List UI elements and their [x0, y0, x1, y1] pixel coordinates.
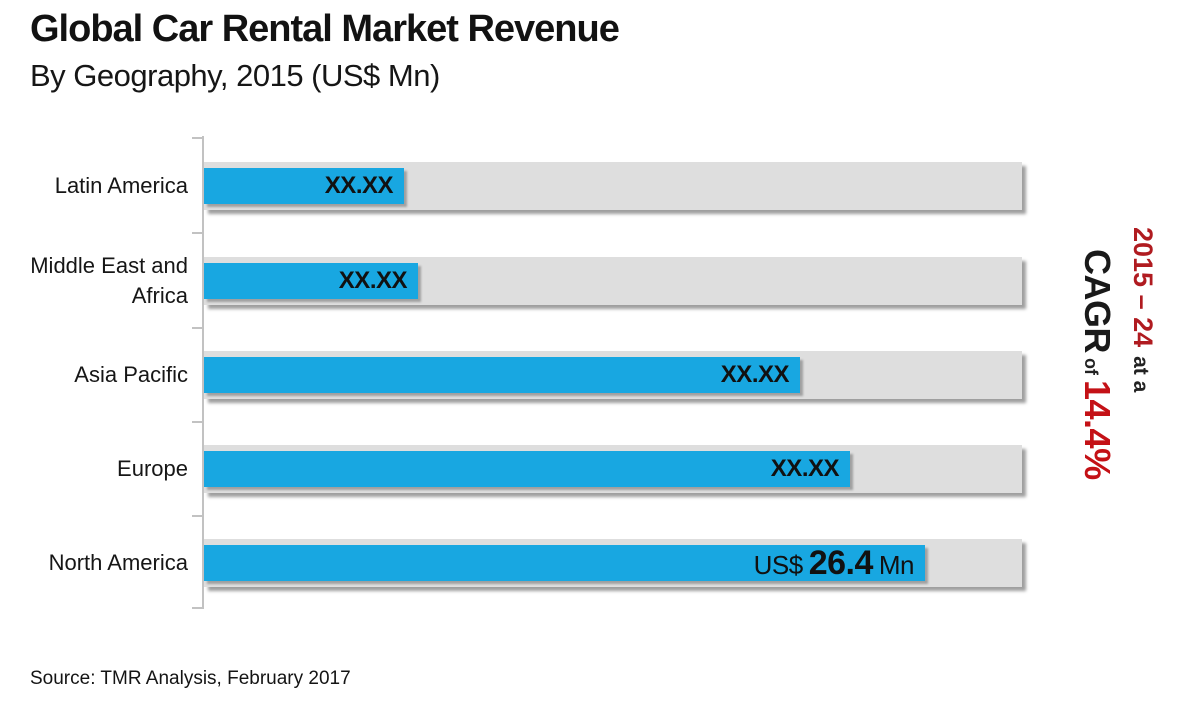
bar-value-label: XX.XX	[720, 361, 790, 388]
category-label: Asia Pacific	[74, 362, 188, 387]
chart-title: Global Car Rental Market Revenue	[30, 8, 620, 50]
cagr-metric: CAGR	[1077, 249, 1118, 353]
bar: XX.XX	[204, 357, 800, 393]
chart-subtitle: By Geography, 2015 (US$ Mn)	[30, 58, 440, 93]
bar-value-label: XX.XX	[324, 172, 394, 199]
cagr-rate-line: CAGR of 14.4%	[1068, 227, 1120, 537]
axis-tick	[192, 232, 202, 234]
axis-tick	[192, 515, 202, 517]
bar: XX.XX	[204, 263, 418, 299]
value-currency-prefix: US$	[753, 549, 804, 580]
bar-value-label: XX.XX	[338, 267, 408, 294]
category-label: North America	[48, 550, 188, 575]
bar: XX.XX	[204, 168, 404, 204]
category-label: Latin America	[54, 173, 188, 198]
category-label: Europe	[117, 456, 188, 481]
cagr-annotation: 2015 – 24 at a CAGR of 14.4%	[1073, 227, 1161, 537]
value-number: 26.4	[808, 543, 874, 582]
axis-tick	[192, 137, 202, 139]
cagr-period: 2015 – 24	[1128, 227, 1158, 348]
axis-tick	[192, 607, 202, 609]
cagr-rate: 14.4%	[1077, 380, 1118, 480]
y-axis-line	[202, 136, 204, 609]
cagr-period-line: 2015 – 24 at a	[1122, 227, 1161, 537]
cagr-connector-of: of	[1081, 358, 1101, 375]
source-note: Source: TMR Analysis, February 2017	[30, 668, 351, 689]
bar-value-label: US$ 26.4 Mn	[753, 543, 915, 583]
category-label: Middle East and Africa	[30, 253, 188, 308]
bar-value-label: XX.XX	[770, 455, 840, 482]
value-unit-suffix: Mn	[878, 549, 915, 580]
axis-tick	[192, 327, 202, 329]
bar: US$ 26.4 Mn	[204, 543, 925, 583]
bar: XX.XX	[204, 451, 850, 487]
axis-tick	[192, 421, 202, 423]
cagr-connector-at-a: at a	[1129, 356, 1152, 393]
